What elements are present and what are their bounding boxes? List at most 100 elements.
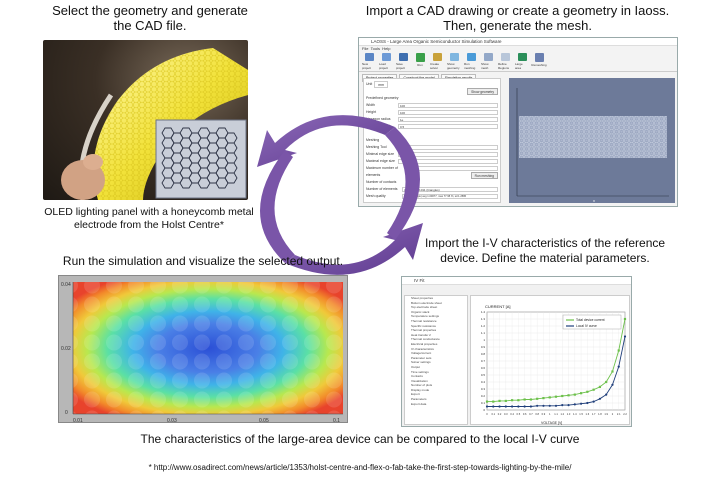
width-field[interactable]: 100 [398, 103, 498, 108]
max-edge-field[interactable] [398, 159, 498, 164]
series-0-point [605, 380, 608, 384]
tree-item[interactable]: Voltage/current [411, 351, 432, 356]
min-edge-label: Minimal edge size [366, 152, 395, 156]
tree-item[interactable]: Thermal conductance [411, 337, 440, 342]
series-1-point [517, 405, 520, 408]
run-meshing-button[interactable]: Run meshing [470, 172, 498, 179]
toolbar: New project Load project Save project Run Cr… [359, 52, 677, 72]
tree-item[interactable]: Number of plots [411, 383, 433, 388]
x-tick-label: 1.6 [586, 412, 590, 416]
toolbar-icon-8 [500, 53, 510, 61]
toolbar-icon-10 [534, 53, 544, 62]
tree-item[interactable]: Thermal resistance [411, 318, 437, 323]
photo-caption: OLED lighting panel with a honeycomb met… [44, 206, 254, 231]
tree-item[interactable]: Export [411, 392, 420, 397]
height-field[interactable]: 100 [398, 110, 498, 115]
series-1-point [561, 404, 564, 407]
tree-item[interactable]: Electrical properties [411, 341, 438, 346]
tree-item[interactable]: IV characteristics [411, 346, 434, 351]
toolbar-button-8[interactable]: Refine Regions [498, 53, 512, 70]
step3-caption: Import the I-V characteristics of the re… [424, 236, 666, 265]
tree-item[interactable]: Bottom electrode sheet [411, 300, 442, 305]
series-0-point [586, 390, 589, 393]
y-tick-label: 1 [483, 338, 485, 342]
tree-item[interactable]: Sheet properties [411, 296, 434, 300]
x-tick-label: 1.7 [592, 412, 596, 416]
toolbar-icon-5 [449, 53, 459, 61]
heat-ytick-0: 0.04 [61, 282, 71, 288]
tree-item[interactable]: Parameters [411, 397, 427, 402]
x-tick-label: 0.4 [510, 412, 514, 416]
series-1-point [492, 405, 495, 408]
tree-item[interactable]: Export data [411, 401, 427, 406]
toolbar-button-6[interactable]: Run meshing [464, 53, 478, 70]
series-0-point [498, 399, 501, 402]
chart-xlabel: VOLTAGE [V] [541, 421, 562, 425]
x-tick-label: 0.9 [542, 412, 546, 416]
toolbar-label-4: Create solver [430, 62, 440, 70]
series-0-point [567, 394, 570, 397]
tree-item[interactable]: Temperature settings [411, 314, 440, 319]
outer-grid-field[interactable]: 0.5 [398, 124, 498, 129]
series-1-point [605, 393, 608, 396]
chart-ylabel: CURRENT [A] [485, 304, 510, 309]
y-tick-label: 0.8 [481, 352, 486, 356]
tree-item[interactable]: Contacts [411, 374, 423, 379]
series-0-point [504, 399, 507, 402]
menu-file[interactable]: File [362, 46, 369, 51]
toolbar-button-10[interactable]: Remeshing [531, 53, 547, 70]
series-0-point [542, 397, 545, 400]
series-0-point [485, 400, 489, 403]
min-edge-field[interactable] [398, 152, 498, 157]
tree-item[interactable]: Heat transfer 2 [411, 332, 431, 337]
show-geometry-button[interactable]: Show geometry [467, 88, 498, 95]
footnote: * http://www.osadirect.com/news/article/… [148, 463, 572, 472]
series-1-point [567, 404, 570, 407]
width-label: Width [366, 103, 375, 107]
mesh-x-label: x [593, 198, 595, 203]
tree-item[interactable]: Visualization [411, 378, 428, 383]
simulation-heatmap[interactable]: 0.04 0.02 0 0.01 0.03 0.05 0.1 [58, 275, 348, 424]
x-tick-label: 1.2 [560, 412, 564, 416]
predefined-geometry-heading: Predefined geometry [366, 96, 399, 100]
series-1-point [573, 403, 576, 406]
heat-xtick-3: 0.1 [333, 418, 340, 424]
tree-item[interactable]: Top electrode sheet [411, 305, 438, 310]
heat-xtick-0: 0.01 [73, 418, 83, 424]
series-0-point [573, 393, 576, 396]
hexagon-radius-field[interactable]: 1e [398, 117, 498, 122]
x-tick-label: 1 [549, 412, 551, 416]
tree-item[interactable]: Thermal properties [411, 328, 437, 333]
meshing-tool-label: Meshing Tool [366, 145, 387, 149]
meshing-heading: Meshing [366, 138, 380, 142]
tree-item[interactable]: Display mode [411, 387, 430, 392]
step2-caption: Import a CAD drawing or create a geometr… [365, 3, 670, 33]
tree-item[interactable]: Organic stack [411, 309, 430, 314]
y-tick-label: 0.2 [481, 394, 486, 398]
toolbar-button-5[interactable]: Show geometry [447, 53, 461, 70]
tree-item[interactable]: Output [411, 364, 421, 369]
mesh-view[interactable]: x [509, 78, 675, 203]
menu-help[interactable]: Help [382, 46, 391, 51]
y-tick-label: 1.2 [481, 324, 486, 328]
tree-item[interactable]: Time settings [411, 369, 429, 374]
toolbar-button-9[interactable]: Large area [515, 53, 529, 70]
heat-ytick-1: 0.02 [61, 346, 71, 352]
tree-item[interactable]: Parameter sets [411, 355, 432, 360]
menu-tools[interactable]: Tools [370, 46, 380, 51]
series-0-point [592, 388, 595, 391]
tree-item[interactable]: Specific resistance [411, 323, 437, 328]
toolbar-button-3[interactable]: Run [413, 53, 427, 70]
toolbar-button-4[interactable]: Create solver [430, 53, 444, 70]
toolbar-label-1: Load project [379, 62, 389, 70]
y-tick-label: 0.5 [481, 373, 486, 377]
toolbar-button-7[interactable]: Show mesh [481, 53, 495, 70]
tree-item[interactable]: Solver settings [411, 360, 431, 365]
unit-select[interactable]: mm [374, 81, 389, 88]
series-1-point [617, 365, 620, 368]
toolbar-button-2[interactable]: Save project [396, 53, 410, 70]
series-0-point [523, 398, 526, 401]
toolbar-button-1[interactable]: Load project [379, 53, 393, 70]
toolbar-button-0[interactable]: New project [362, 53, 376, 70]
y-tick-label: 0.9 [481, 345, 486, 349]
